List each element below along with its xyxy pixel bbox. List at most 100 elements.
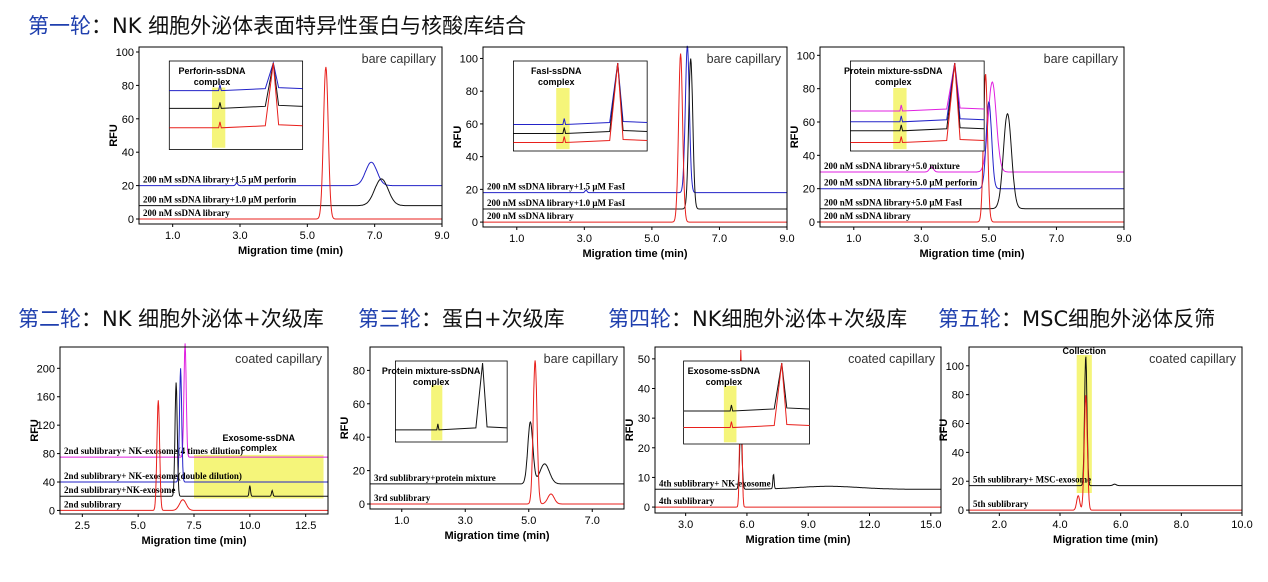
heading-round-text: ：NK细胞外泌体+次级库 — [671, 307, 908, 331]
trace-red — [483, 53, 787, 223]
x-tick-label: 4.0 — [1052, 519, 1067, 531]
capillary-label: bare capillary — [544, 352, 619, 366]
y-tick-label: 20 — [466, 184, 478, 196]
capillary-label: bare capillary — [1044, 52, 1119, 66]
trace-label: 200 nM ssDNA library — [824, 211, 911, 221]
plot-frame — [819, 46, 1125, 228]
x-tick-label: 9.0 — [434, 230, 449, 242]
trace-black — [969, 356, 1242, 487]
inset-trace — [850, 62, 985, 123]
x-tick-label: 2.0 — [992, 519, 1007, 531]
x-tick-label: 12.0 — [859, 519, 880, 531]
x-tick-label: 3.0 — [577, 233, 592, 245]
y-tick-label: 40 — [638, 384, 650, 396]
y-tick-label: 10 — [638, 472, 650, 484]
capillary-label: coated capillary — [848, 352, 936, 366]
trace-label: 200 nM ssDNA library — [487, 211, 574, 221]
trace-black — [820, 112, 1124, 210]
chart-svg: 200 nM ssDNA library+5.0 mixture 200 nM s… — [789, 46, 1132, 260]
heading-round-name: 第五轮 — [938, 307, 1001, 331]
x-tick-label: 7.5 — [186, 520, 201, 532]
y-tick-label: 0 — [128, 214, 134, 226]
electropherogram-round-4: 4th sublibrary+ NK-exosome 4th sublibrary… — [624, 345, 943, 549]
y-tick-label: 30 — [638, 413, 650, 425]
y-tick-label: 0 — [472, 217, 478, 229]
y-tick-label: 40 — [803, 150, 815, 162]
x-tick-label: 3.0 — [458, 515, 473, 527]
highlight-label: complex — [241, 443, 278, 453]
inset-trace — [395, 362, 508, 431]
trace-blue — [139, 161, 442, 187]
y-tick-label: 0 — [49, 505, 55, 517]
trace-magenta — [820, 81, 1124, 173]
y-tick-label: 40 — [122, 147, 134, 159]
y-tick-label: 100 — [116, 47, 134, 59]
y-tick-label: 80 — [122, 80, 134, 92]
trace-blue — [483, 45, 787, 194]
x-tick-label: 5.0 — [521, 515, 536, 527]
x-tick-label: 1.0 — [509, 233, 524, 245]
y-tick-label: 0 — [359, 499, 365, 511]
inset-frame — [395, 360, 508, 443]
y-tick-label: 100 — [460, 53, 478, 65]
y-tick-label: 40 — [952, 447, 964, 459]
plot-frame — [968, 346, 1243, 514]
plot-frame — [482, 46, 788, 228]
y-tick-label: 200 — [37, 363, 55, 375]
chart-svg: Collection 5th sublibrary+ MSC-exosome 5th… — [938, 346, 1253, 546]
x-tick-label: 1.0 — [846, 233, 861, 245]
x-tick-label: 7.0 — [712, 233, 727, 245]
trace-black — [60, 382, 328, 497]
plot-frame — [654, 346, 942, 514]
trace-label: 3rd sublibrary — [374, 493, 431, 503]
inset-trace — [169, 61, 303, 92]
electropherogram-round-2: Exosome-ssDNA complex 2nd sublibrary+ NK-e… — [29, 343, 330, 550]
y-tick-label: 20 — [803, 184, 815, 196]
electropherogram-protein-mixture: 200 nM ssDNA library+5.0 mixture 200 nM s… — [789, 45, 1132, 263]
y-axis-title: RFU — [624, 419, 636, 442]
trace-label: 4th sublibrary+ NK-exosome — [659, 478, 771, 488]
inset-label: complex — [194, 77, 231, 87]
trace-label: 3rd sublibrary+protein mixture — [374, 473, 496, 483]
y-axis-title: RFU — [108, 124, 120, 147]
x-tick-label: 6.0 — [739, 519, 754, 531]
trace-red — [370, 360, 624, 505]
inset-trace — [683, 362, 810, 412]
inset-highlight — [211, 87, 226, 148]
x-tick-label: 1.0 — [165, 230, 180, 242]
electropherogram-round-5: Collection 5th sublibrary+ MSC-exosome 5th… — [938, 345, 1253, 549]
x-tick-label: 9.0 — [801, 519, 816, 531]
y-tick-label: 100 — [946, 361, 964, 373]
highlight-label: Exosome-ssDNA — [223, 433, 296, 443]
x-tick-label: 5.0 — [300, 230, 315, 242]
trace-label: 200 nM ssDNA library+5.0 μM perforin — [824, 178, 977, 188]
trace-black — [483, 58, 787, 210]
inset-trace — [513, 62, 648, 144]
x-tick-label: 5.0 — [981, 233, 996, 245]
x-tick-label: 5.0 — [131, 520, 146, 532]
y-tick-label: 20 — [638, 443, 650, 455]
x-tick-label: 3.0 — [678, 519, 693, 531]
trace-red — [655, 349, 941, 508]
y-tick-label: 80 — [952, 390, 964, 402]
trace-blue — [60, 368, 328, 483]
inset-label: Perforin-ssDNA — [178, 66, 246, 76]
x-tick-label: 10.0 — [239, 520, 260, 532]
inset-trace — [850, 62, 985, 112]
inset-trace — [850, 62, 985, 144]
plot-frame — [369, 346, 625, 510]
y-tick-label: 60 — [466, 119, 478, 131]
heading-round-2: 第二轮：NK 细胞外泌体+次级库 — [18, 303, 324, 333]
x-axis-title: Migration time (min) — [582, 248, 687, 260]
capillary-label: coated capillary — [235, 352, 323, 366]
x-axis-title: Migration time (min) — [444, 530, 549, 542]
x-tick-label: 3.0 — [914, 233, 929, 245]
x-tick-label: 2.5 — [75, 520, 90, 532]
heading-round-text: ：MSC细胞外泌体反筛 — [1001, 307, 1216, 331]
y-tick-label: 20 — [353, 466, 365, 478]
trace-label: 5th sublibrary+ MSC-exosome — [973, 475, 1091, 485]
y-tick-label: 20 — [122, 181, 134, 193]
